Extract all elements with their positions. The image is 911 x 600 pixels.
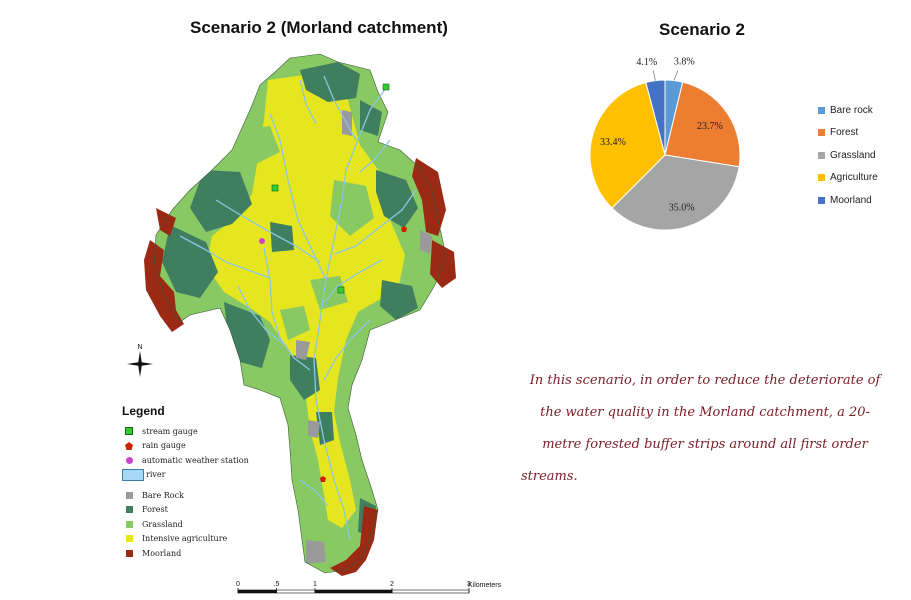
- legend-label: stream gauge: [142, 426, 198, 436]
- pie-legend-item: Grassland: [818, 144, 878, 167]
- legend-label: river: [146, 470, 166, 480]
- scale-segment: [276, 589, 316, 594]
- legend-label: Moorland: [142, 548, 182, 558]
- pie-legend-swatch: [818, 151, 825, 159]
- scale-segment: [237, 589, 277, 594]
- pie-legend-label: Bare rock: [830, 104, 873, 116]
- legend-river: river: [122, 468, 249, 483]
- scale-tick-label: 3: [467, 581, 471, 588]
- river-icon: [122, 468, 144, 481]
- pie-legend-swatch: [818, 106, 825, 114]
- svg-text:N: N: [137, 344, 142, 351]
- legend-label: automatic weather station: [142, 455, 249, 465]
- pie-slice-grassland: [611, 154, 740, 231]
- grassland-swatch: [125, 520, 133, 528]
- agriculture-swatch: [125, 535, 133, 543]
- pie-legend-swatch: [818, 196, 825, 204]
- legend-stream-gauge: stream gauge: [122, 424, 249, 439]
- north-arrow-icon: N: [127, 344, 153, 377]
- catchment-map: [144, 53, 456, 576]
- pie-leader-line: [653, 70, 656, 81]
- pie-data-label: 35.0%: [669, 202, 695, 213]
- pie-data-label: 23.7%: [697, 121, 723, 132]
- scale-unit: Kilometers: [468, 582, 502, 589]
- pie-slice-moorland: [645, 79, 666, 156]
- pie-legend-label: Agriculture: [830, 172, 878, 184]
- pie-slice-agriculture: [589, 81, 666, 209]
- legend-weather-station: automatic weather station: [122, 453, 249, 468]
- pie-legend: Bare rock Forest Grassland Agriculture M…: [818, 99, 878, 212]
- legend-forest: Forest: [122, 503, 249, 518]
- pie-legend-item: Bare rock: [818, 99, 878, 122]
- pie-legend-label: Grassland: [830, 149, 876, 161]
- description-line: metre forested buffer strips around all …: [542, 437, 868, 452]
- description-line: In this scenario, in order to reduce the…: [529, 373, 881, 388]
- pie-data-label: 33.4%: [600, 137, 626, 148]
- legend-moorland: Moorland: [122, 546, 249, 561]
- pie-chart-title: Scenario 2: [659, 20, 745, 39]
- rain-gauge-icon: [125, 441, 133, 450]
- scale-bar: 0 .5 1 2 3 Kilometers: [236, 581, 502, 594]
- legend-label: rain gauge: [142, 441, 186, 451]
- pie-leader-line: [673, 70, 679, 81]
- pie-legend-label: Forest: [830, 127, 859, 139]
- map-legend-title: Legend: [122, 404, 165, 418]
- legend-label: Grassland: [142, 519, 183, 529]
- legend-grassland: Grassland: [122, 517, 249, 532]
- stream-gauge-icon: [125, 427, 133, 436]
- scale-tick-label: 0: [236, 581, 240, 588]
- pie-legend-item: Moorland: [818, 189, 878, 212]
- legend-intensive-agriculture: Intensive agriculture: [122, 532, 249, 547]
- pie-data-label: 4.1%: [636, 57, 657, 68]
- legend-label: Bare Rock: [142, 490, 184, 500]
- map-title: Scenario 2 (Morland catchment): [190, 18, 448, 37]
- pie-slice-forest: [664, 81, 741, 168]
- pie-legend-item: Forest: [818, 122, 878, 145]
- moorland-swatch: [125, 549, 133, 557]
- weather-station-icon: [125, 456, 133, 464]
- scale-segment: [391, 589, 470, 594]
- pie-legend-swatch: [818, 129, 825, 137]
- description-line: streams.: [521, 469, 578, 484]
- legend-bare-rock: Bare Rock: [122, 488, 249, 503]
- scenario-description: In this scenario, in order to reduce the…: [515, 365, 895, 493]
- bare-rock-swatch: [125, 491, 133, 499]
- pie-chart: 3.8% 23.7% 35.0% 33.4% 4.1%: [589, 57, 741, 231]
- scale-tick-label: 2: [390, 581, 394, 588]
- scale-segment: [314, 589, 393, 594]
- map-legend: Legend stream gauge rain gauge automatic…: [122, 404, 249, 561]
- pie-legend-swatch: [818, 174, 825, 182]
- description-line: the water quality in the Morland catchme…: [540, 405, 870, 420]
- pie-legend-item: Agriculture: [818, 167, 878, 190]
- pie-data-label: 3.8%: [674, 57, 695, 68]
- scale-tick-label: 1: [313, 581, 317, 588]
- scale-tick-label: .5: [274, 581, 280, 588]
- pie-legend-label: Moorland: [830, 194, 872, 206]
- legend-label: Intensive agriculture: [142, 534, 228, 544]
- forest-swatch: [125, 506, 133, 514]
- legend-rain-gauge: rain gauge: [122, 439, 249, 454]
- legend-label: Forest: [142, 505, 168, 515]
